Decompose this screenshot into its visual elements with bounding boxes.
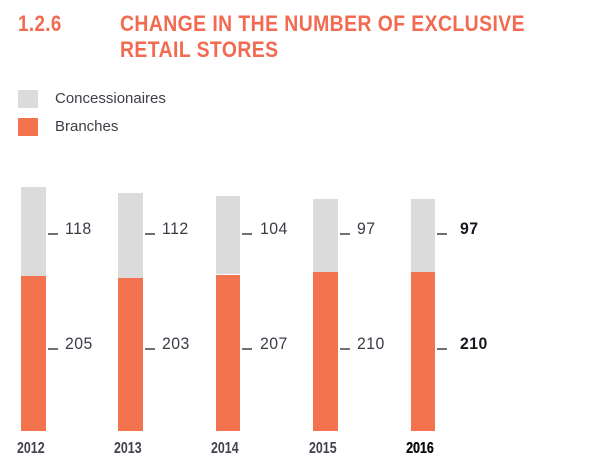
value-label-branches-2015: 210 bbox=[357, 334, 385, 353]
tick-concessionaires-2013 bbox=[144, 233, 155, 235]
section-number: 1.2.6 bbox=[18, 11, 62, 36]
page-title: CHANGE IN THE NUMBER OF EXCLUSIVE RETAIL… bbox=[120, 11, 534, 63]
legend-label-concessionaires: Concessionaires bbox=[55, 90, 166, 107]
year-label-2016: 2016 bbox=[406, 440, 434, 457]
tick-branches-2013 bbox=[144, 348, 155, 350]
tick-branches-2012 bbox=[47, 348, 58, 350]
value-label-concessionaires-2016: 97 bbox=[460, 219, 479, 238]
tick-concessionaires-2012 bbox=[47, 233, 58, 235]
tick-branches-2015 bbox=[339, 348, 350, 350]
bar-2015-branches-segment bbox=[313, 272, 338, 431]
tick-branches-2014 bbox=[242, 348, 253, 350]
bar-2012-branches-segment bbox=[21, 276, 46, 431]
bar-2016-branches-segment bbox=[410, 272, 436, 431]
bar-2014-branches-segment bbox=[215, 274, 241, 431]
legend-label-branches: Branches bbox=[55, 118, 119, 135]
tick-branches-2016 bbox=[437, 348, 448, 350]
year-label-2014: 2014 bbox=[211, 440, 239, 457]
page-title-line2: RETAIL STORES bbox=[120, 37, 279, 62]
bar-2012-concessionaires-segment bbox=[21, 186, 46, 276]
bar-2013-concessionaires-segment bbox=[118, 192, 143, 278]
value-label-branches-2014: 207 bbox=[259, 334, 288, 353]
value-label-concessionaires-2013: 112 bbox=[162, 219, 189, 238]
tick-concessionaires-2015 bbox=[339, 233, 350, 235]
value-label-branches-2016: 210 bbox=[460, 334, 488, 353]
year-label-2013: 2013 bbox=[113, 440, 142, 457]
bar-2015-concessionaires-segment bbox=[313, 198, 338, 273]
bar-2013-branches-segment bbox=[118, 277, 143, 431]
page-title-line1: CHANGE IN THE NUMBER OF EXCLUSIVE bbox=[120, 11, 525, 36]
legend-swatch-branches bbox=[18, 118, 38, 136]
bar-2014-concessionaires-segment bbox=[215, 195, 241, 275]
value-label-concessionaires-2012: 118 bbox=[65, 219, 92, 238]
legend-swatch-concessionaires bbox=[18, 90, 38, 108]
bar-2016-concessionaires-segment bbox=[410, 198, 436, 273]
tick-concessionaires-2016 bbox=[437, 233, 448, 235]
value-label-concessionaires-2014: 104 bbox=[259, 219, 288, 238]
tick-concessionaires-2014 bbox=[242, 233, 253, 235]
value-label-branches-2012: 205 bbox=[65, 334, 93, 353]
year-label-2015: 2015 bbox=[308, 440, 337, 457]
year-label-2012: 2012 bbox=[16, 440, 45, 457]
value-label-branches-2013: 203 bbox=[162, 334, 191, 353]
value-label-concessionaires-2015: 97 bbox=[357, 219, 376, 238]
